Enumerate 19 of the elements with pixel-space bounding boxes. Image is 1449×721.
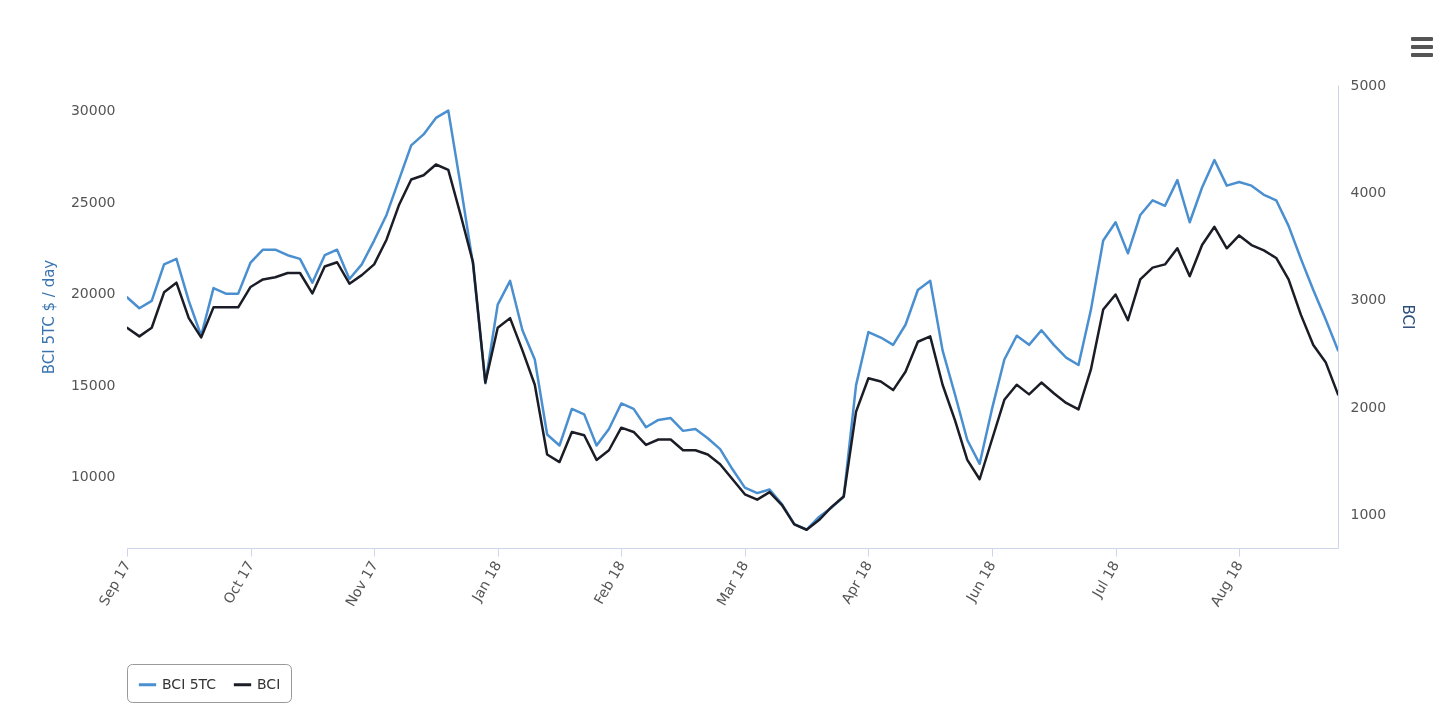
y-axis-title: BCI 5TC $ / day bbox=[39, 259, 58, 375]
legend-label: BCI bbox=[257, 675, 281, 692]
y-tick-label: 10000 bbox=[70, 468, 116, 485]
x-tick-label: Oct 17 bbox=[220, 558, 258, 607]
y-tick-label: 25000 bbox=[70, 193, 116, 210]
y2-tick-label: 1000 bbox=[1350, 506, 1387, 523]
y-tick-label: 30000 bbox=[70, 102, 116, 119]
y-tick-label: 15000 bbox=[70, 376, 116, 393]
y2-tick-label: 2000 bbox=[1350, 398, 1387, 415]
x-tick-label: Feb 18 bbox=[590, 558, 628, 607]
y2-axis-title: BCI bbox=[1399, 304, 1418, 330]
y-tick-label: 20000 bbox=[70, 285, 116, 302]
y2-tick-label: 5000 bbox=[1350, 76, 1387, 93]
x-tick-label: Jan 18 bbox=[467, 558, 505, 605]
legend-label: BCI 5TC bbox=[162, 675, 217, 692]
x-tick-label: Jul 18 bbox=[1088, 558, 1123, 601]
y2-tick-label: 3000 bbox=[1350, 291, 1387, 308]
x-tick-label: Jun 18 bbox=[962, 558, 999, 606]
y2-tick-label: 4000 bbox=[1350, 183, 1387, 200]
